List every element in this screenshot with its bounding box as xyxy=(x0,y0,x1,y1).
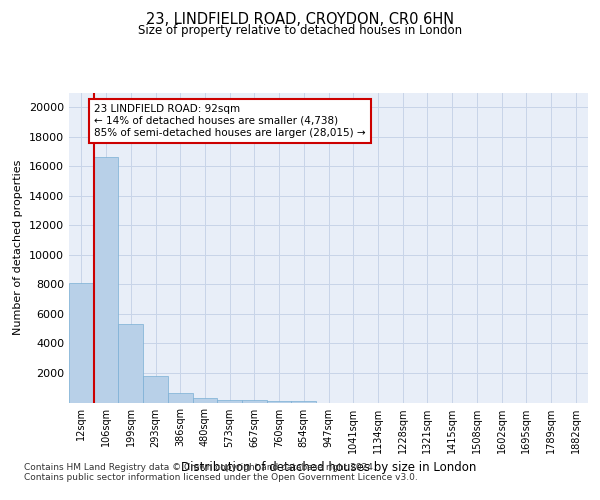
Bar xyxy=(143,376,168,402)
Text: Contains public sector information licensed under the Open Government Licence v3: Contains public sector information licen… xyxy=(24,474,418,482)
Text: 23 LINDFIELD ROAD: 92sqm
← 14% of detached houses are smaller (4,738)
85% of sem: 23 LINDFIELD ROAD: 92sqm ← 14% of detach… xyxy=(94,104,366,138)
Bar xyxy=(267,400,292,402)
Text: 23, LINDFIELD ROAD, CROYDON, CR0 6HN: 23, LINDFIELD ROAD, CROYDON, CR0 6HN xyxy=(146,12,454,28)
Bar xyxy=(168,393,193,402)
Y-axis label: Number of detached properties: Number of detached properties xyxy=(13,160,23,335)
Bar xyxy=(94,158,118,402)
Bar xyxy=(242,400,267,402)
Bar xyxy=(217,400,242,402)
Text: Contains HM Land Registry data © Crown copyright and database right 2024.: Contains HM Land Registry data © Crown c… xyxy=(24,462,376,471)
Bar xyxy=(193,398,217,402)
Text: Size of property relative to detached houses in London: Size of property relative to detached ho… xyxy=(138,24,462,37)
X-axis label: Distribution of detached houses by size in London: Distribution of detached houses by size … xyxy=(181,461,476,474)
Bar xyxy=(118,324,143,402)
Bar xyxy=(69,283,94,403)
